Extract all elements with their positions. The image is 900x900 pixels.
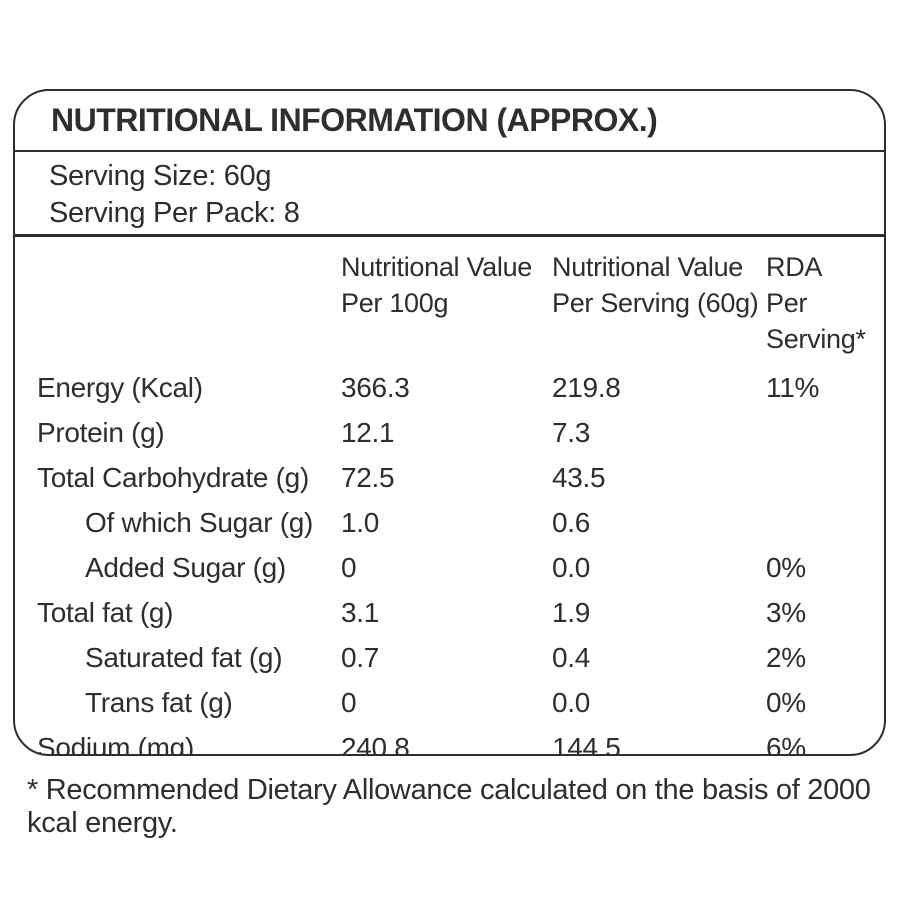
table-row: Of which Sugar (g) 1.0 0.6 bbox=[37, 500, 878, 545]
value-rda: 2% bbox=[766, 641, 806, 673]
table-rows: Energy (Kcal) 366.3 219.8 11% Protein (g) 12.… bbox=[37, 365, 878, 756]
row-label: Of which Sugar (g) bbox=[85, 506, 314, 538]
row-label: Total fat (g) bbox=[37, 596, 174, 628]
value-per-100g: 0 bbox=[341, 551, 357, 583]
table-row: Trans fat (g) 0 0.0 0% bbox=[37, 680, 878, 725]
table-row: Energy (Kcal) 366.3 219.8 11% bbox=[37, 365, 878, 410]
row-label: Added Sugar (g) bbox=[85, 551, 286, 583]
column-header-per-serving: Nutritional Value Per Serving (60g) bbox=[552, 252, 759, 318]
value-per-100g: 3.1 bbox=[341, 596, 380, 628]
value-per-serving: 0.0 bbox=[552, 686, 591, 718]
value-rda: 0% bbox=[766, 686, 806, 718]
value-per-serving: 43.5 bbox=[552, 461, 606, 493]
value-rda: 3% bbox=[766, 596, 806, 628]
nutrition-table: Nutritional Value Per 100g Nutritional V… bbox=[15, 237, 884, 756]
table-row: Added Sugar (g) 0 0.0 0% bbox=[37, 545, 878, 590]
table-row: Total fat (g) 3.1 1.9 3% bbox=[37, 590, 878, 635]
page-title: NUTRITIONAL INFORMATION (APPROX.) bbox=[51, 102, 658, 138]
table-row: Saturated fat (g) 0.7 0.4 2% bbox=[37, 635, 878, 680]
row-label: Trans fat (g) bbox=[85, 686, 233, 718]
value-per-100g: 0.7 bbox=[341, 641, 380, 673]
value-per-serving: 144.5 bbox=[552, 731, 621, 756]
title-section: NUTRITIONAL INFORMATION (APPROX.) bbox=[15, 91, 884, 152]
value-per-100g: 0 bbox=[341, 686, 357, 718]
serving-per-pack-text: Serving Per Pack: 8 bbox=[49, 197, 300, 229]
value-per-serving: 0.0 bbox=[552, 551, 591, 583]
rda-footnote: * Recommended Dietary Allowance calculat… bbox=[27, 774, 871, 839]
value-per-100g: 72.5 bbox=[341, 461, 395, 493]
value-per-serving: 7.3 bbox=[552, 416, 591, 448]
row-label: Energy (Kcal) bbox=[37, 371, 203, 403]
value-per-serving: 1.9 bbox=[552, 596, 591, 628]
table-row: Total Carbohydrate (g) 72.5 43.5 bbox=[37, 455, 878, 500]
value-per-100g: 1.0 bbox=[341, 506, 380, 538]
table-header-row: Nutritional Value Per 100g Nutritional V… bbox=[37, 249, 878, 357]
table-row: Protein (g) 12.1 7.3 bbox=[37, 410, 878, 455]
column-header-rda: RDA Per Serving* bbox=[766, 252, 866, 354]
serving-size-text: Serving Size: 60g bbox=[49, 160, 272, 192]
value-per-serving: 0.4 bbox=[552, 641, 591, 673]
value-per-serving: 219.8 bbox=[552, 371, 621, 403]
value-per-100g: 366.3 bbox=[341, 371, 410, 403]
value-per-100g: 240.8 bbox=[341, 731, 410, 756]
row-label: Saturated fat (g) bbox=[85, 641, 283, 673]
column-header-per-100g: Nutritional Value Per 100g bbox=[341, 252, 533, 318]
row-label: Total Carbohydrate (g) bbox=[37, 461, 309, 493]
serving-section: Serving Size: 60g Serving Per Pack: 8 bbox=[15, 152, 884, 237]
value-rda: 11% bbox=[766, 371, 820, 403]
value-rda: 6% bbox=[766, 731, 806, 756]
row-label: Protein (g) bbox=[37, 416, 165, 448]
value-per-100g: 12.1 bbox=[341, 416, 395, 448]
row-label: Sodium (mg) bbox=[37, 731, 194, 756]
value-rda: 0% bbox=[766, 551, 806, 583]
table-row: Sodium (mg) 240.8 144.5 6% bbox=[37, 725, 878, 756]
value-per-serving: 0.6 bbox=[552, 506, 591, 538]
nutrition-label-panel: NUTRITIONAL INFORMATION (APPROX.) Servin… bbox=[13, 89, 886, 756]
